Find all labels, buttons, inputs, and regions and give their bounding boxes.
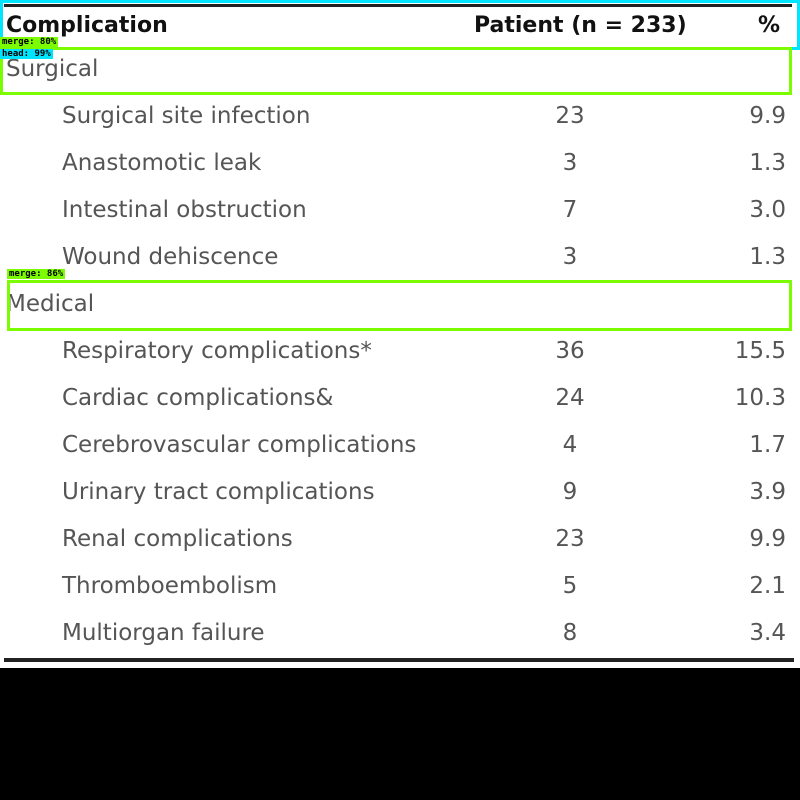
group-row-medical: Medical	[0, 281, 800, 328]
header-tag: head: 99%	[0, 49, 53, 59]
row-name: Wound dehiscence	[62, 244, 279, 270]
table-row: Surgical site infection 23 9.9	[0, 93, 800, 140]
row-percent: 2.1	[749, 573, 786, 599]
row-percent: 9.9	[749, 103, 786, 129]
table-row: Anastomotic leak 3 1.3	[0, 140, 800, 187]
row-name: Thromboembolism	[62, 573, 278, 599]
row-name: Cardiac complications&	[62, 385, 334, 411]
row-name: Respiratory complications*	[62, 338, 372, 364]
row-percent: 9.9	[749, 526, 786, 552]
row-count: 24	[555, 385, 585, 411]
group-row-surgical: Surgical	[0, 46, 800, 93]
row-percent: 15.5	[734, 338, 786, 364]
row-percent: 3.9	[749, 479, 786, 505]
table-row: Thromboembolism 5 2.1	[0, 563, 800, 610]
row-name: Intestinal obstruction	[62, 197, 307, 223]
merge-tag-medical: merge: 86%	[7, 269, 66, 279]
row-percent: 1.3	[749, 150, 786, 176]
row-count: 23	[555, 103, 585, 129]
header-patient: Patient (n = 233)	[474, 13, 687, 38]
header-percent: %	[757, 13, 780, 38]
row-count: 3	[562, 244, 578, 270]
table-row: Respiratory complications* 36 15.5	[0, 328, 800, 375]
merge-tag-top: merge: 80%	[0, 37, 59, 47]
row-name: Urinary tract complications	[62, 479, 375, 505]
table-top-rule	[4, 4, 792, 7]
row-count: 7	[562, 197, 578, 223]
row-count: 4	[562, 432, 578, 458]
document-page: Complication Patient (n = 233) % Surgica…	[0, 0, 800, 668]
row-percent: 1.7	[749, 432, 786, 458]
row-percent: 10.3	[734, 385, 786, 411]
table-row: Multiorgan failure 8 3.4	[0, 610, 800, 657]
row-count: 3	[562, 150, 578, 176]
group-label: Medical	[6, 291, 95, 317]
row-count: 5	[562, 573, 578, 599]
table-row: Cerebrovascular complications 4 1.7	[0, 422, 800, 469]
table-row: Wound dehiscence 3 1.3	[0, 234, 800, 281]
row-name: Cerebrovascular complications	[62, 432, 417, 458]
table-bottom-rule	[4, 658, 794, 662]
row-percent: 3.0	[749, 197, 786, 223]
row-count: 9	[562, 479, 578, 505]
header-complication: Complication	[6, 13, 168, 38]
row-name: Anastomotic leak	[62, 150, 262, 176]
table-row: Renal complications 23 9.9	[0, 516, 800, 563]
row-count: 8	[562, 620, 578, 646]
row-percent: 1.3	[749, 244, 786, 270]
table-row: Intestinal obstruction 7 3.0	[0, 187, 800, 234]
table-row: Cardiac complications& 24 10.3	[0, 375, 800, 422]
row-name: Surgical site infection	[62, 103, 311, 129]
row-count: 23	[555, 526, 585, 552]
row-name: Multiorgan failure	[62, 620, 265, 646]
table-row: Urinary tract complications 9 3.9	[0, 469, 800, 516]
row-count: 36	[555, 338, 585, 364]
row-percent: 3.4	[749, 620, 786, 646]
row-name: Renal complications	[62, 526, 293, 552]
group-label: Surgical	[6, 56, 99, 82]
table-header-row: Complication Patient (n = 233) %	[0, 2, 800, 49]
